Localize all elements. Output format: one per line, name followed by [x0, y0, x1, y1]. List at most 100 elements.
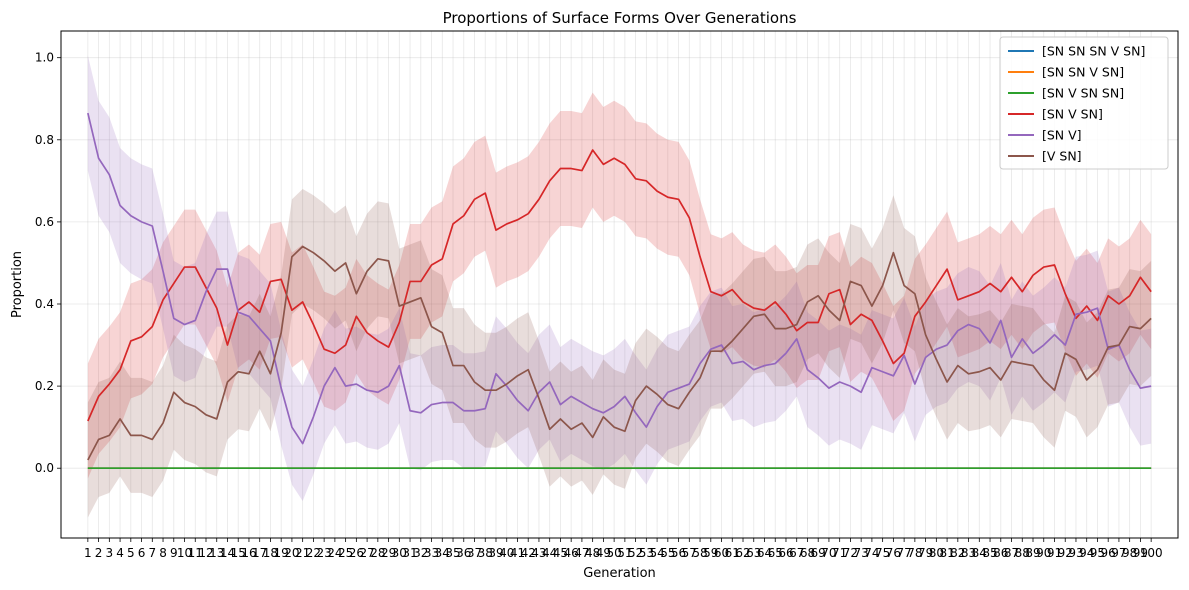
x-tick-label: 48 — [585, 546, 600, 560]
x-tick-label: 67 — [789, 546, 804, 560]
x-tick-label: 69 — [811, 546, 826, 560]
x-tick-label: 44 — [542, 546, 557, 560]
x-tick-label: 72 — [843, 546, 858, 560]
x-tick-label: 91 — [1047, 546, 1062, 560]
x-tick-label: 66 — [778, 546, 793, 560]
x-tick-label: 20 — [284, 546, 299, 560]
x-tick-label: 17 — [252, 546, 267, 560]
x-tick-label: 58 — [692, 546, 707, 560]
x-tick-label: 19 — [274, 546, 289, 560]
plot-frame — [60, 30, 1179, 539]
x-tick-label: 74 — [864, 546, 879, 560]
x-tick-label: 50 — [606, 546, 621, 560]
legend-label: [SN SN V SN] — [1042, 65, 1124, 80]
y-tick-label: 0.4 — [35, 297, 54, 311]
x-tick-label: 33 — [424, 546, 439, 560]
x-tick-label: 15 — [231, 546, 246, 560]
x-tick-label: 55 — [660, 546, 675, 560]
x-tick-label: 37 — [467, 546, 482, 560]
x-tick-label: 62 — [735, 546, 750, 560]
x-tick-label: 27 — [359, 546, 374, 560]
series-line — [87, 149, 1152, 422]
x-tick-label: 6 — [138, 546, 146, 560]
y-tick-label: 0.2 — [35, 379, 54, 393]
x-tick-label: 25 — [338, 546, 353, 560]
x-tick-label: 39 — [488, 546, 503, 560]
x-tick-label: 100 — [1140, 546, 1163, 560]
x-tick-label: 9 — [170, 546, 178, 560]
x-tick-label: 70 — [821, 546, 836, 560]
x-tick-label: 80 — [929, 546, 944, 560]
x-tick-label: 92 — [1058, 546, 1073, 560]
x-tick-label: 59 — [703, 546, 718, 560]
x-tick-label: 63 — [746, 546, 761, 560]
y-tick-label: 1.0 — [35, 51, 54, 65]
x-tick-label: 78 — [907, 546, 922, 560]
series-lines — [87, 112, 1152, 470]
x-tick-label: 5 — [127, 546, 135, 560]
x-tick-label: 98 — [1122, 546, 1137, 560]
y-tick-label: 0.8 — [35, 133, 54, 147]
y-tick-label: 0.0 — [35, 461, 54, 475]
x-tick-label: 18 — [263, 546, 278, 560]
x-axis: 1 2 3 4 5 6 7 8 9 1011121314151617181920212223242… — [84, 538, 1163, 560]
x-tick-label: 30 — [392, 546, 407, 560]
x-tick-label: 40 — [499, 546, 514, 560]
legend-label: [SN V SN SN] — [1042, 86, 1124, 101]
x-tick-label: 45 — [553, 546, 568, 560]
x-tick-label: 32 — [413, 546, 428, 560]
series-band — [87, 92, 1152, 479]
x-tick-label: 99 — [1133, 546, 1148, 560]
x-tick-label: 57 — [682, 546, 697, 560]
series-band — [87, 55, 1152, 502]
legend-label: [SN V SN] — [1042, 107, 1103, 122]
y-axis-label: Proportion — [10, 251, 25, 318]
x-tick-label: 60 — [714, 546, 729, 560]
x-tick-label: 86 — [993, 546, 1008, 560]
x-tick-label: 1 — [84, 546, 92, 560]
chart-title: Proportions of Surface Forms Over Genera… — [443, 9, 797, 27]
x-tick-label: 65 — [768, 546, 783, 560]
x-tick-label: 81 — [939, 546, 954, 560]
x-tick-label: 83 — [961, 546, 976, 560]
x-tick-label: 93 — [1068, 546, 1083, 560]
legend: [SN SN SN V SN] [SN SN V SN] [SN V SN SN] [… — [999, 36, 1169, 170]
x-tick-label: 97 — [1111, 546, 1126, 560]
x-tick-label: 11 — [188, 546, 203, 560]
x-tick-label: 43 — [531, 546, 546, 560]
x-tick-label: 53 — [639, 546, 654, 560]
x-tick-label: 79 — [918, 546, 933, 560]
x-tick-label: 28 — [370, 546, 385, 560]
x-tick-label: 54 — [649, 546, 664, 560]
x-tick-label: 51 — [617, 546, 632, 560]
x-tick-label: 41 — [510, 546, 525, 560]
x-tick-label: 77 — [896, 546, 911, 560]
legend-box — [999, 36, 1169, 170]
x-tick-label: 23 — [316, 546, 331, 560]
x-tick-label: 31 — [402, 546, 417, 560]
x-tick-label: 24 — [327, 546, 342, 560]
x-tick-label: 13 — [209, 546, 224, 560]
x-tick-label: 52 — [628, 546, 643, 560]
x-tick-label: 71 — [832, 546, 847, 560]
x-tick-label: 68 — [800, 546, 815, 560]
x-tick-label: 3 — [106, 546, 114, 560]
series-line — [87, 112, 1152, 445]
x-tick-label: 35 — [445, 546, 460, 560]
x-tick-label: 87 — [1004, 546, 1019, 560]
x-tick-label: 4 — [116, 546, 124, 560]
x-tick-label: 90 — [1036, 546, 1051, 560]
x-tick-label: 46 — [564, 546, 579, 560]
x-tick-label: 96 — [1101, 546, 1116, 560]
x-tick-label: 56 — [671, 546, 686, 560]
x-tick-label: 94 — [1079, 546, 1094, 560]
x-tick-label: 12 — [198, 546, 213, 560]
x-tick-label: 75 — [875, 546, 890, 560]
legend-label: [V SN] — [1042, 149, 1082, 164]
x-tick-label: 89 — [1025, 546, 1040, 560]
x-tick-label: 14 — [220, 546, 235, 560]
confidence-bands — [87, 55, 1152, 518]
x-tick-label: 76 — [886, 546, 901, 560]
